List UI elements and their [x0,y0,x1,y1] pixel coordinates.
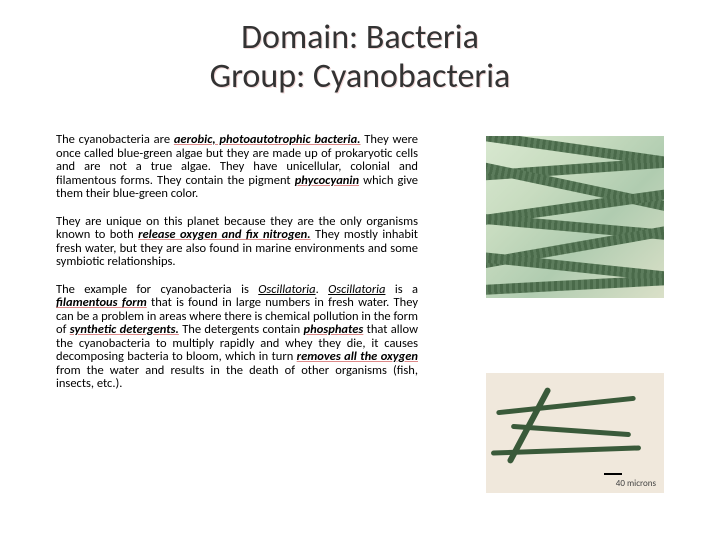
scale-bar [604,473,622,475]
microscopy-image-top [486,136,664,298]
title-line2: Group: Cyanobacteria [210,56,511,97]
paragraph-3: The example for cyanobacteria is Oscilla… [56,283,418,391]
microscopy-image-bottom: 40 microns [486,373,664,493]
slide-title: Domain: Bacteria Group: Cyanobacteria [0,18,720,96]
paragraph-1: The cyanobacteria are aerobic, photoauto… [56,133,418,201]
p3-text-g: from the water and results in the death … [56,363,418,392]
p1-highlight-2: phycocyanin [295,173,359,188]
title-line1: Domain: Bacteria [241,17,479,58]
scale-label: 40 microns [616,478,656,489]
body-text: The cyanobacteria are aerobic, photoauto… [56,133,418,405]
paragraph-2: They are unique on this planet because t… [56,215,418,269]
